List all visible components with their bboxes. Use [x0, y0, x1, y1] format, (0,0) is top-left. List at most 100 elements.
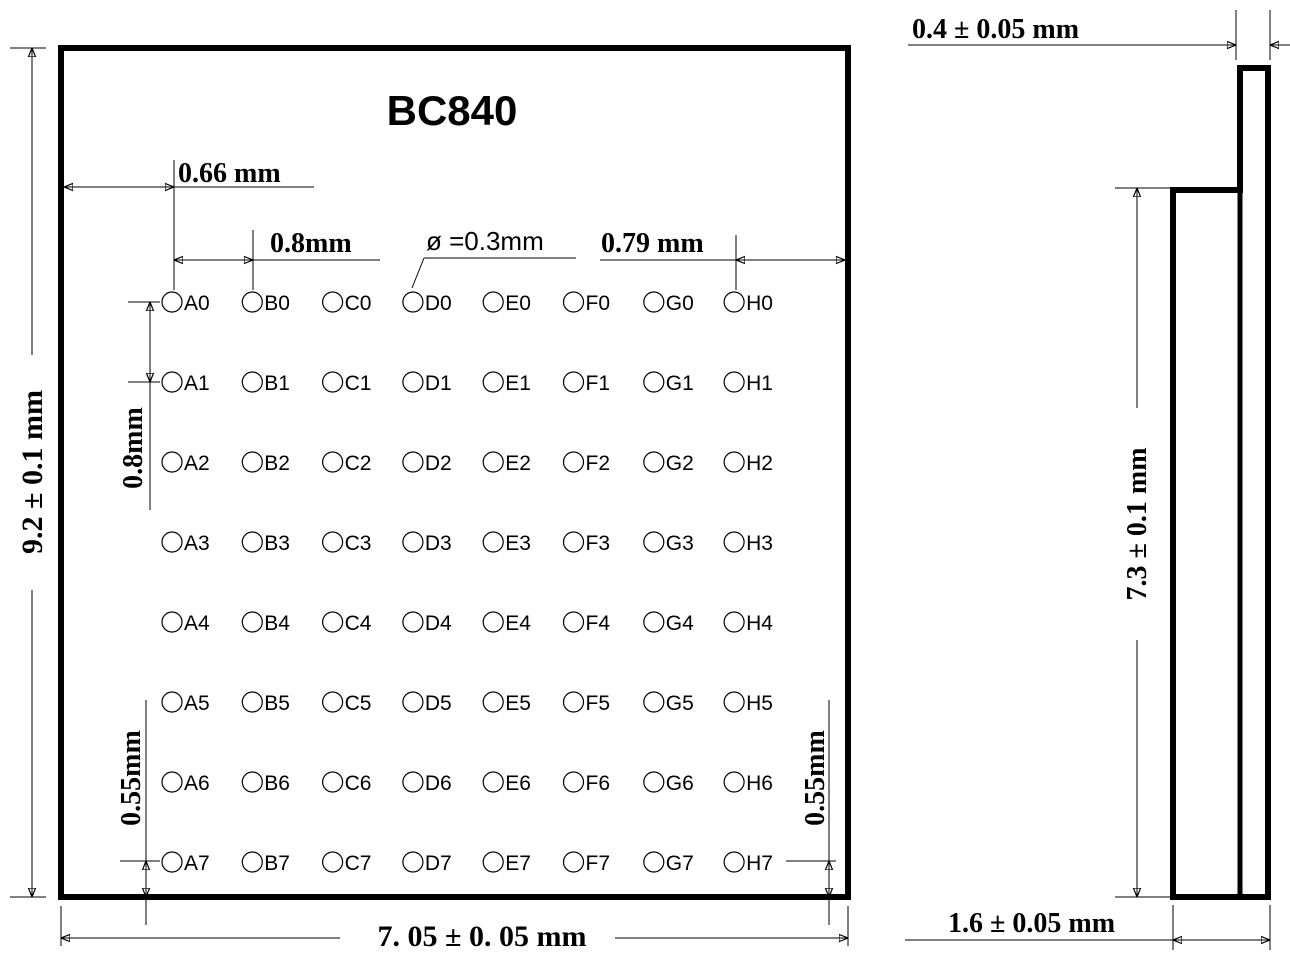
ball-pad-E7 [482, 851, 504, 873]
ball-label-E7: E7 [505, 852, 531, 875]
ball-pad-A1 [161, 371, 183, 393]
ball-pad-C2 [322, 451, 344, 473]
ball-pad-E5 [482, 691, 504, 713]
ball-pad-E2 [482, 451, 504, 473]
ball-pad-H7 [723, 851, 745, 873]
ball-label-A3: A3 [184, 532, 210, 555]
ball-label-E5: E5 [505, 692, 531, 715]
ball-label-B5: B5 [264, 692, 290, 715]
ball-label-E2: E2 [505, 452, 531, 475]
ball-label-A1: A1 [184, 372, 210, 395]
ball-pad-G4 [643, 611, 665, 633]
ball-label-C3: C3 [345, 532, 372, 555]
ball-label-E0: E0 [505, 292, 531, 315]
ball-label-D3: D3 [425, 532, 452, 555]
ball-pad-H0 [723, 291, 745, 313]
ball-pad-C3 [322, 531, 344, 553]
ball-pad-D7 [402, 851, 424, 873]
ball-label-G0: G0 [666, 292, 694, 315]
ball-pad-B3 [241, 531, 263, 553]
ball-pad-C1 [322, 371, 344, 393]
side-view [1170, 65, 1271, 900]
ball-label-D2: D2 [425, 452, 452, 475]
ball-label-B7: B7 [264, 852, 290, 875]
ball-label-C1: C1 [345, 372, 372, 395]
ball-pad-A7 [161, 851, 183, 873]
ball-label-E6: E6 [505, 772, 531, 795]
right-offset-dimension: 0.79 mm [600, 228, 845, 290]
ball-pad-F2 [562, 451, 585, 473]
ball-pad-G2 [643, 451, 665, 473]
ball-pad-A3 [161, 531, 183, 553]
width-dimension: 7. 05 ± 0. 05 mm [60, 906, 849, 953]
ball-label-H3: H3 [746, 532, 773, 555]
ball-label-D0: D0 [425, 292, 452, 315]
ball-pad-H3 [723, 531, 745, 553]
ball-label-F7: F7 [586, 852, 611, 875]
ball-diameter-callout: ø =0.3mm [411, 226, 576, 289]
edge-offset-dimension: 0.66 mm [64, 158, 314, 290]
ball-pad-E6 [482, 771, 504, 793]
ball-pad-F7 [562, 851, 585, 873]
ball-label-H0: H0 [746, 292, 773, 315]
ball-pad-B7 [241, 851, 263, 873]
ball-pad-A5 [161, 691, 183, 713]
ball-pad-G6 [643, 771, 665, 793]
width-label: 7. 05 ± 0. 05 mm [378, 920, 587, 953]
ball-label-C4: C4 [345, 612, 372, 635]
ball-pad-H2 [723, 451, 745, 473]
ball-pad-G0 [643, 291, 665, 313]
ball-pad-B5 [241, 691, 263, 713]
ball-label-B6: B6 [264, 772, 290, 795]
ball-label-E3: E3 [505, 532, 531, 555]
edge-offset-label: 0.66 mm [178, 158, 281, 189]
horizontal-pitch-dimension: 0.8mm [174, 228, 380, 290]
ball-pad-A0 [161, 291, 183, 313]
ball-pad-E4 [482, 611, 504, 633]
ball-pad-C7 [322, 851, 344, 873]
ball-label-D5: D5 [425, 692, 452, 715]
side-depth-label: 1.6 ± 0.05 mm [948, 908, 1115, 939]
ball-pad-G5 [643, 691, 665, 713]
ball-label-A4: A4 [184, 612, 210, 635]
ball-pad-D4 [402, 611, 424, 633]
ball-label-H4: H4 [746, 612, 773, 635]
ball-label-F5: F5 [586, 692, 611, 715]
ball-label-A6: A6 [184, 772, 210, 795]
ball-diameter-label: ø =0.3mm [426, 226, 544, 256]
ball-pad-B0 [241, 291, 263, 313]
ball-label-H5: H5 [746, 692, 773, 715]
bottom-right-dimension: 0.55mm [786, 700, 836, 925]
ball-pad-D2 [402, 451, 424, 473]
ball-label-G5: G5 [666, 692, 694, 715]
ball-label-D7: D7 [425, 852, 452, 875]
ball-pad-E0 [482, 291, 504, 313]
ball-label-C0: C0 [345, 292, 372, 315]
ball-pad-H4 [723, 611, 745, 633]
ball-pad-F1 [562, 371, 585, 393]
ball-pad-B4 [241, 611, 263, 633]
ball-label-B2: B2 [264, 452, 290, 475]
ball-label-A7: A7 [184, 852, 210, 875]
ball-label-F1: F1 [586, 372, 611, 395]
ball-pad-A6 [161, 771, 183, 793]
ball-pad-F5 [562, 691, 585, 713]
ball-label-B3: B3 [264, 532, 290, 555]
ball-pad-B1 [241, 371, 263, 393]
ball-pad-G3 [643, 531, 665, 553]
ball-label-H6: H6 [746, 772, 773, 795]
ball-pad-C4 [322, 611, 344, 633]
ball-label-F4: F4 [586, 612, 611, 635]
ball-pad-E1 [482, 371, 504, 393]
ball-pad-H1 [723, 371, 745, 393]
ball-pad-A4 [161, 611, 183, 633]
ball-label-C6: C6 [345, 772, 372, 795]
vertical-pitch-label: 0.8mm [118, 407, 149, 489]
ball-pad-C0 [322, 291, 344, 313]
ball-pad-F6 [562, 771, 585, 793]
ball-pad-H5 [723, 691, 745, 713]
ball-pad-F0 [562, 291, 585, 313]
side-depth-dimension: 1.6 ± 0.05 mm [905, 905, 1271, 950]
ball-label-B4: B4 [264, 612, 290, 635]
ball-label-H2: H2 [746, 452, 773, 475]
